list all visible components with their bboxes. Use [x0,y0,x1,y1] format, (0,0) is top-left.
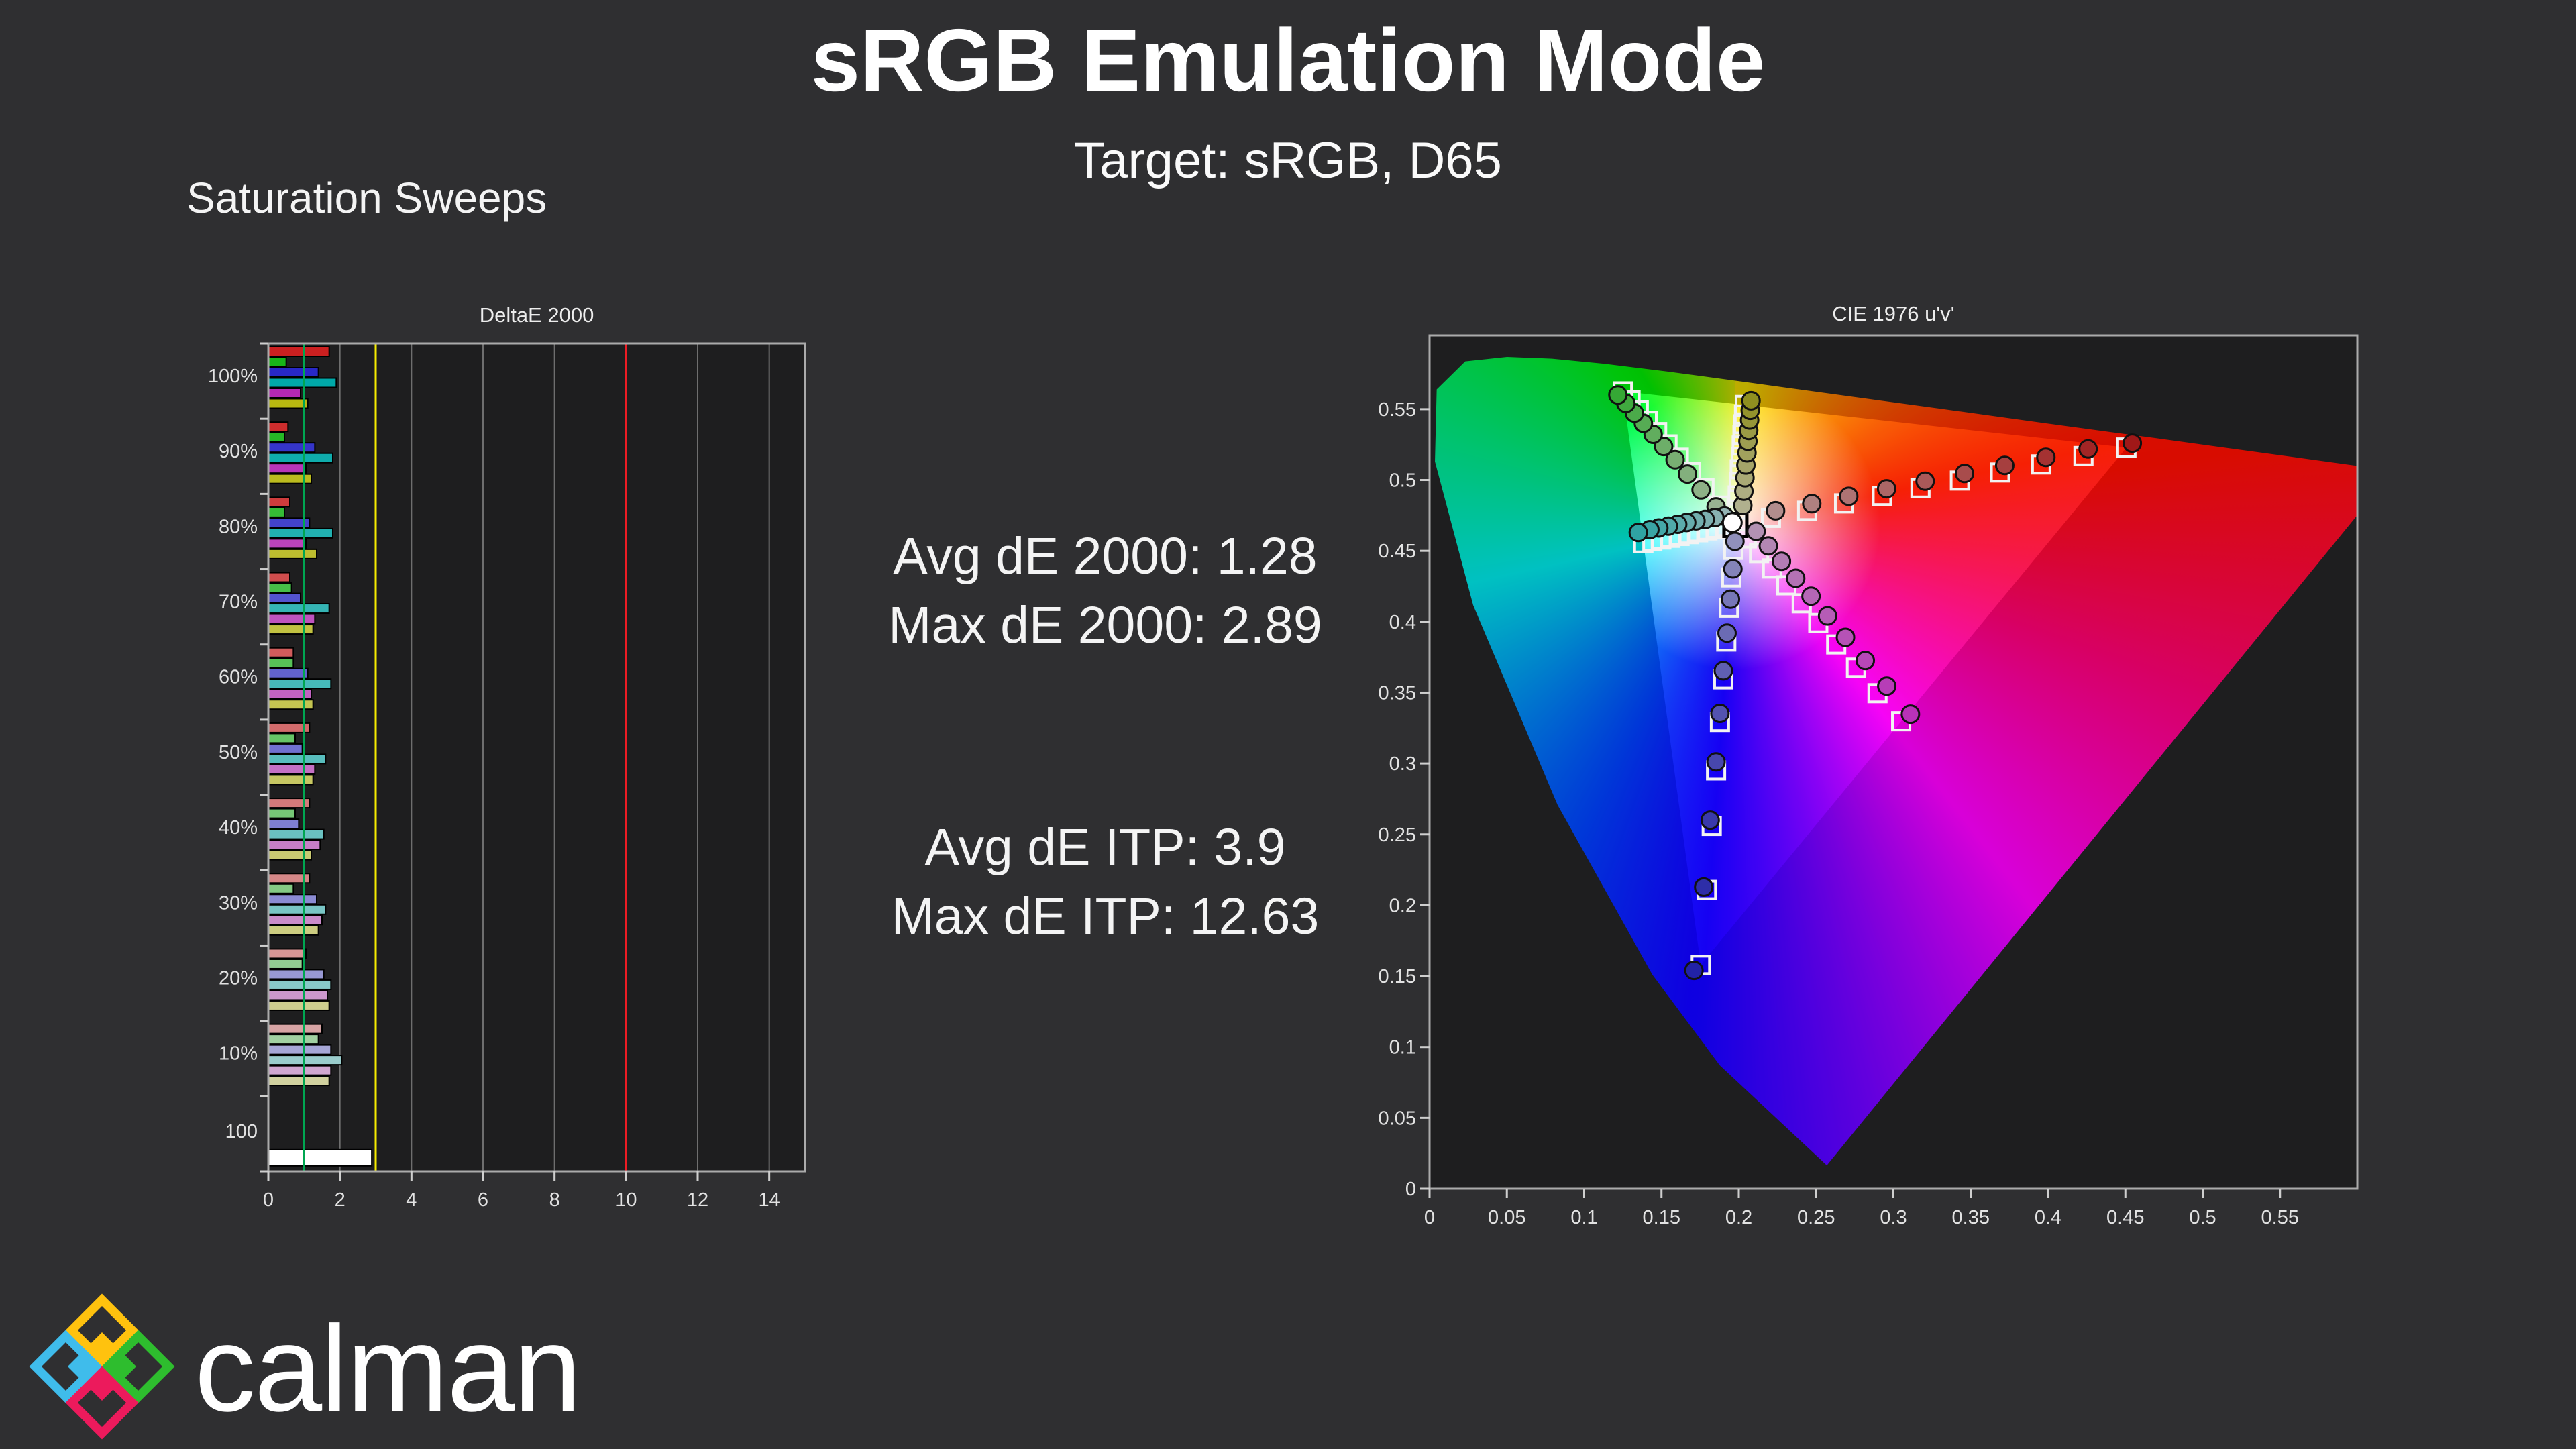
svg-text:10: 10 [615,1189,637,1211]
svg-text:100: 100 [225,1121,258,1142]
svg-text:2: 2 [335,1189,345,1211]
svg-text:0.3: 0.3 [1880,1207,1907,1228]
svg-text:6: 6 [478,1189,488,1211]
svg-text:8: 8 [549,1189,560,1211]
svg-text:0.15: 0.15 [1379,966,1416,987]
cie-1976-chromaticity-chart: 0 0.05 0.1 0.15 0.2 0.25 0.3 0.35 0.4 0.45 0.5 0.55… [1379,334,2359,1228]
svg-text:0: 0 [263,1189,274,1211]
max-deitp-value: Max dE ITP: 12.63 [891,888,1320,945]
svg-text:30%: 30% [219,892,258,914]
svg-text:0.2: 0.2 [1389,895,1416,916]
svg-text:0: 0 [1424,1207,1435,1228]
svg-text:0.2: 0.2 [1725,1207,1752,1228]
svg-text:12: 12 [687,1189,708,1211]
svg-text:0.45: 0.45 [1379,541,1416,562]
calman-logo-text: calman [195,1300,580,1437]
svg-text:0.3: 0.3 [1389,753,1416,775]
svg-text:0: 0 [1405,1179,1416,1200]
svg-text:0.05: 0.05 [1379,1108,1416,1129]
svg-text:4: 4 [406,1189,417,1211]
svg-text:14: 14 [759,1189,780,1211]
svg-text:90%: 90% [219,441,258,462]
svg-text:60%: 60% [219,667,258,688]
calman-logo-diamonds-icon [29,1293,175,1440]
svg-text:100%: 100% [208,366,258,387]
bar-chart-title: DeltaE 2000 [479,303,594,327]
avg-de2000-value: Avg dE 2000: 1.28 [893,527,1318,585]
svg-text:0.4: 0.4 [2035,1207,2061,1228]
svg-text:50%: 50% [219,742,258,763]
saturation-sweep-bar-chart: 0 2 4 6 8 10 12 14 100% 90% 80% 70% 60% 50% 40% 30% 20% 1… [208,342,806,1211]
svg-text:80%: 80% [219,516,258,537]
calman-logo: calman [29,1293,582,1440]
svg-text:0.45: 0.45 [2106,1207,2144,1228]
svg-text:0.5: 0.5 [1389,470,1416,492]
svg-text:70%: 70% [219,592,258,613]
svg-text:0.15: 0.15 [1643,1207,1680,1228]
de2000-metrics: Avg dE 2000: 1.28 Max dE 2000: 2.89 [855,522,1355,660]
svg-text:0.35: 0.35 [1379,682,1416,704]
svg-text:0.1: 0.1 [1570,1207,1597,1228]
section-label-saturation-sweeps: Saturation Sweeps [186,174,547,222]
svg-text:10%: 10% [219,1043,258,1065]
avg-deitp-value: Avg dE ITP: 3.9 [924,818,1286,876]
svg-text:20%: 20% [219,967,258,989]
svg-text:0.25: 0.25 [1797,1207,1835,1228]
page-title: sRGB Emulation Mode [810,11,1766,109]
svg-text:0.55: 0.55 [2261,1207,2299,1228]
svg-text:40%: 40% [219,817,258,839]
svg-text:0.55: 0.55 [1379,399,1416,421]
svg-text:0.5: 0.5 [2189,1207,2216,1228]
svg-text:0.25: 0.25 [1379,824,1416,846]
svg-text:0.1: 0.1 [1389,1037,1416,1059]
svg-text:0.05: 0.05 [1488,1207,1525,1228]
svg-text:0.4: 0.4 [1389,612,1416,633]
page-subtitle: Target: sRGB, D65 [1074,132,1502,189]
max-de2000-value: Max dE 2000: 2.89 [888,596,1322,654]
deitp-metrics: Avg dE ITP: 3.9 Max dE ITP: 12.63 [855,813,1355,951]
cie-chart-title: CIE 1976 u'v' [1832,302,1955,325]
svg-text:0.35: 0.35 [1952,1207,1990,1228]
